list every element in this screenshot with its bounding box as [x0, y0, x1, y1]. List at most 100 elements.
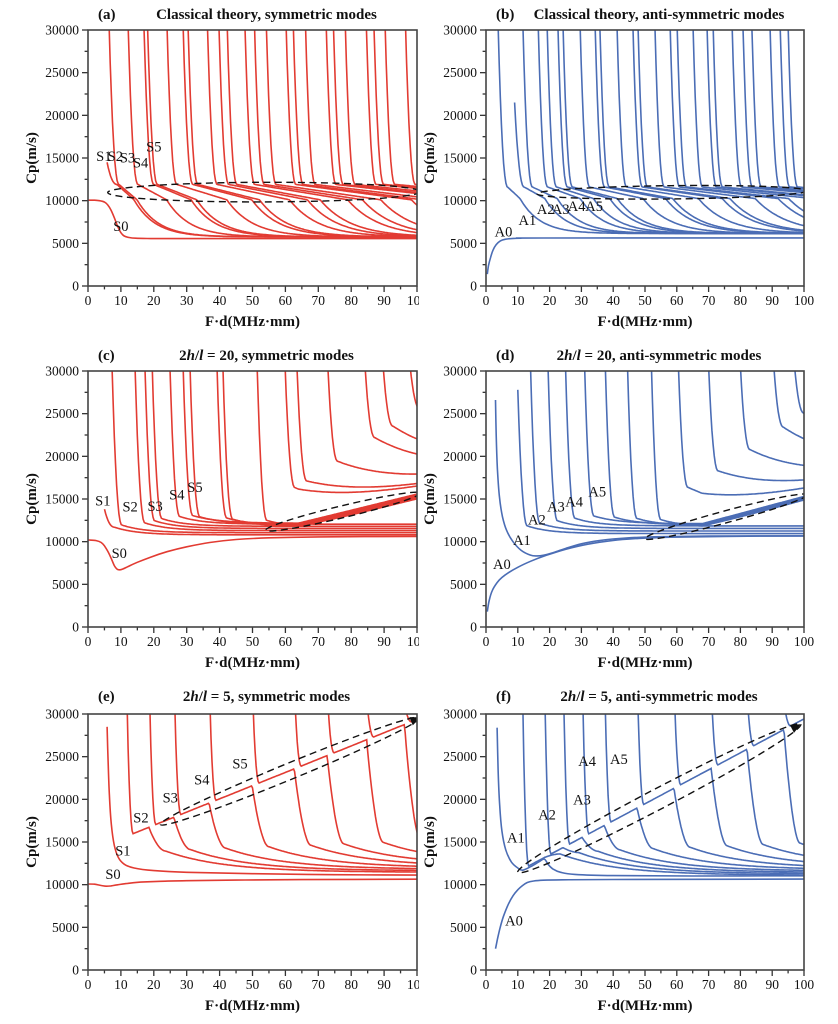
mode-label-A5: A5 — [585, 199, 603, 215]
plot-frame — [87, 29, 418, 287]
y-tick-label: 30000 — [443, 707, 477, 722]
x-tick-label: 30 — [180, 293, 194, 308]
y-tick-label: 15000 — [45, 835, 79, 850]
x-tick-label: 10 — [114, 293, 128, 308]
plot-area — [88, 371, 417, 571]
y-tick-label: 5000 — [52, 577, 79, 592]
mode-curve — [284, 371, 417, 494]
panel-d-chart: (d) 2h/l = 20, anti-symmetric modes 0 10 20 3… — [422, 348, 814, 671]
mode-curve — [327, 371, 417, 475]
x-tick-label: 30 — [575, 293, 589, 308]
y-tick-label: 20000 — [45, 792, 79, 807]
x-tick-label: 0 — [85, 977, 92, 992]
mode-label-S2: S2 — [133, 810, 148, 826]
plot-frame — [485, 713, 805, 971]
y-tick-label: 5000 — [450, 920, 477, 935]
mode-curve — [384, 30, 417, 188]
mode-curve-A0 — [486, 535, 804, 612]
mode-curve — [806, 709, 809, 714]
mode-label-S5: S5 — [232, 756, 247, 772]
mode-label-S1: S1 — [115, 844, 130, 860]
x-tick-label: 40 — [213, 634, 227, 649]
mode-curve — [126, 714, 417, 873]
mode-curve — [582, 714, 804, 872]
y-tick-label: 10000 — [45, 193, 79, 208]
highlight-dashed-ellipse — [536, 184, 804, 200]
x-tick-label: 20 — [543, 634, 557, 649]
x-tick-label: 10 — [114, 977, 128, 992]
mode-curve — [785, 714, 804, 727]
mode-curve — [187, 30, 417, 238]
mode-label-A2: A2 — [537, 202, 555, 218]
mode-curve — [564, 371, 804, 527]
y-tick-label: 15000 — [45, 151, 79, 166]
panel-title: Classical theory, anti-symmetric modes — [534, 7, 785, 23]
mode-label-S1: S1 — [95, 494, 110, 510]
y-tick-label: 0 — [72, 279, 79, 294]
highlight-dashed-ellipse — [644, 493, 804, 541]
mode-label-S0: S0 — [105, 867, 120, 883]
x-tick-label: 60 — [279, 293, 293, 308]
mode-label-A4: A4 — [565, 495, 583, 511]
mode-label-A0: A0 — [493, 557, 511, 573]
plot-area — [494, 709, 809, 949]
x-tick-label: 0 — [483, 634, 490, 649]
mode-label-S0: S0 — [113, 219, 128, 235]
x-tick-label: 70 — [702, 977, 716, 992]
mode-curve — [616, 30, 804, 234]
panel-label: (c) — [98, 348, 115, 364]
x-tick-label: 100 — [407, 634, 419, 649]
panel-label: (e) — [98, 689, 115, 705]
mode-curve — [669, 30, 804, 219]
x-tick-label: 80 — [344, 977, 358, 992]
y-tick-label: 15000 — [443, 151, 477, 166]
mode-curve-S0 — [88, 878, 417, 888]
mode-curve — [692, 30, 804, 199]
mode-label-A2: A2 — [538, 808, 556, 824]
mode-curve-A1 — [496, 727, 804, 877]
mode-curve — [787, 30, 804, 189]
mode-curve — [144, 371, 417, 530]
mode-curve-S1 — [106, 726, 417, 876]
mode-label-S0: S0 — [112, 546, 127, 562]
dispersion-curves — [494, 709, 809, 949]
x-tick-label: 90 — [765, 977, 779, 992]
dispersion-curves — [88, 30, 417, 240]
panel-c-chart: (c) 2h/l = 20, symmetric modes 0 10 20 30 40 50… — [24, 348, 419, 671]
mode-label-A2: A2 — [528, 512, 546, 528]
mode-curve — [674, 714, 804, 863]
mode-curve — [332, 30, 417, 194]
mode-curve — [747, 714, 804, 846]
mode-label-S3: S3 — [163, 791, 178, 807]
panel-title: 2h/l = 5, anti-symmetric modes — [560, 689, 757, 705]
highlight-dashed-ellipse — [517, 723, 802, 874]
plot-frame — [87, 370, 418, 628]
x-tick-label: 50 — [246, 293, 260, 308]
panel-label: (d) — [496, 348, 514, 364]
x-axis-label: F·d(MHz·mm) — [205, 314, 300, 330]
x-tick-label: 20 — [543, 977, 557, 992]
y-tick-label: 30000 — [45, 23, 79, 38]
panel-a-chart: (a) Classical theory, symmetric modes 0 10 2… — [24, 7, 419, 330]
highlight-dashed-ellipse — [159, 716, 417, 826]
mode-label-S1: S1 — [96, 149, 111, 165]
highlight-dashed-ellipse — [107, 181, 417, 203]
y-tick-label: 0 — [470, 963, 477, 978]
x-axis-label: F·d(MHz·mm) — [598, 655, 693, 671]
mode-curve — [253, 30, 417, 231]
mode-label-S4: S4 — [194, 773, 210, 789]
mode-curve — [773, 371, 804, 440]
mode-curve — [285, 30, 417, 207]
y-tick-label: 15000 — [443, 492, 477, 507]
y-tick-label: 25000 — [443, 749, 477, 764]
mode-curve — [182, 30, 417, 238]
panel-f-chart: (f) 2h/l = 5, anti-symmetric modes 0 10 20 30… — [422, 689, 815, 1014]
x-tick-label: 80 — [734, 293, 748, 308]
x-tick-label: 0 — [483, 977, 490, 992]
mode-label-A3: A3 — [573, 792, 591, 808]
y-tick-label: 30000 — [443, 364, 477, 379]
mode-curve-A0 — [494, 878, 804, 949]
x-tick-label: 100 — [794, 977, 815, 992]
mode-curve — [404, 30, 417, 186]
mode-curve — [218, 30, 417, 237]
